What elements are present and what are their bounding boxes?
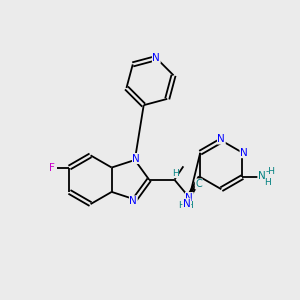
Text: H: H (186, 201, 193, 210)
Text: C: C (195, 179, 202, 189)
Text: H: H (172, 169, 179, 178)
Text: F: F (49, 163, 55, 172)
Text: N: N (185, 193, 193, 202)
Text: N: N (130, 196, 137, 206)
Text: H: H (264, 178, 271, 187)
Text: N: N (183, 199, 191, 209)
Text: N: N (218, 134, 225, 144)
Text: N: N (240, 148, 248, 158)
Text: N: N (258, 171, 266, 181)
Text: H: H (178, 201, 185, 210)
Text: N: N (152, 53, 160, 63)
Text: -H: -H (265, 167, 275, 176)
Text: N: N (133, 154, 140, 164)
